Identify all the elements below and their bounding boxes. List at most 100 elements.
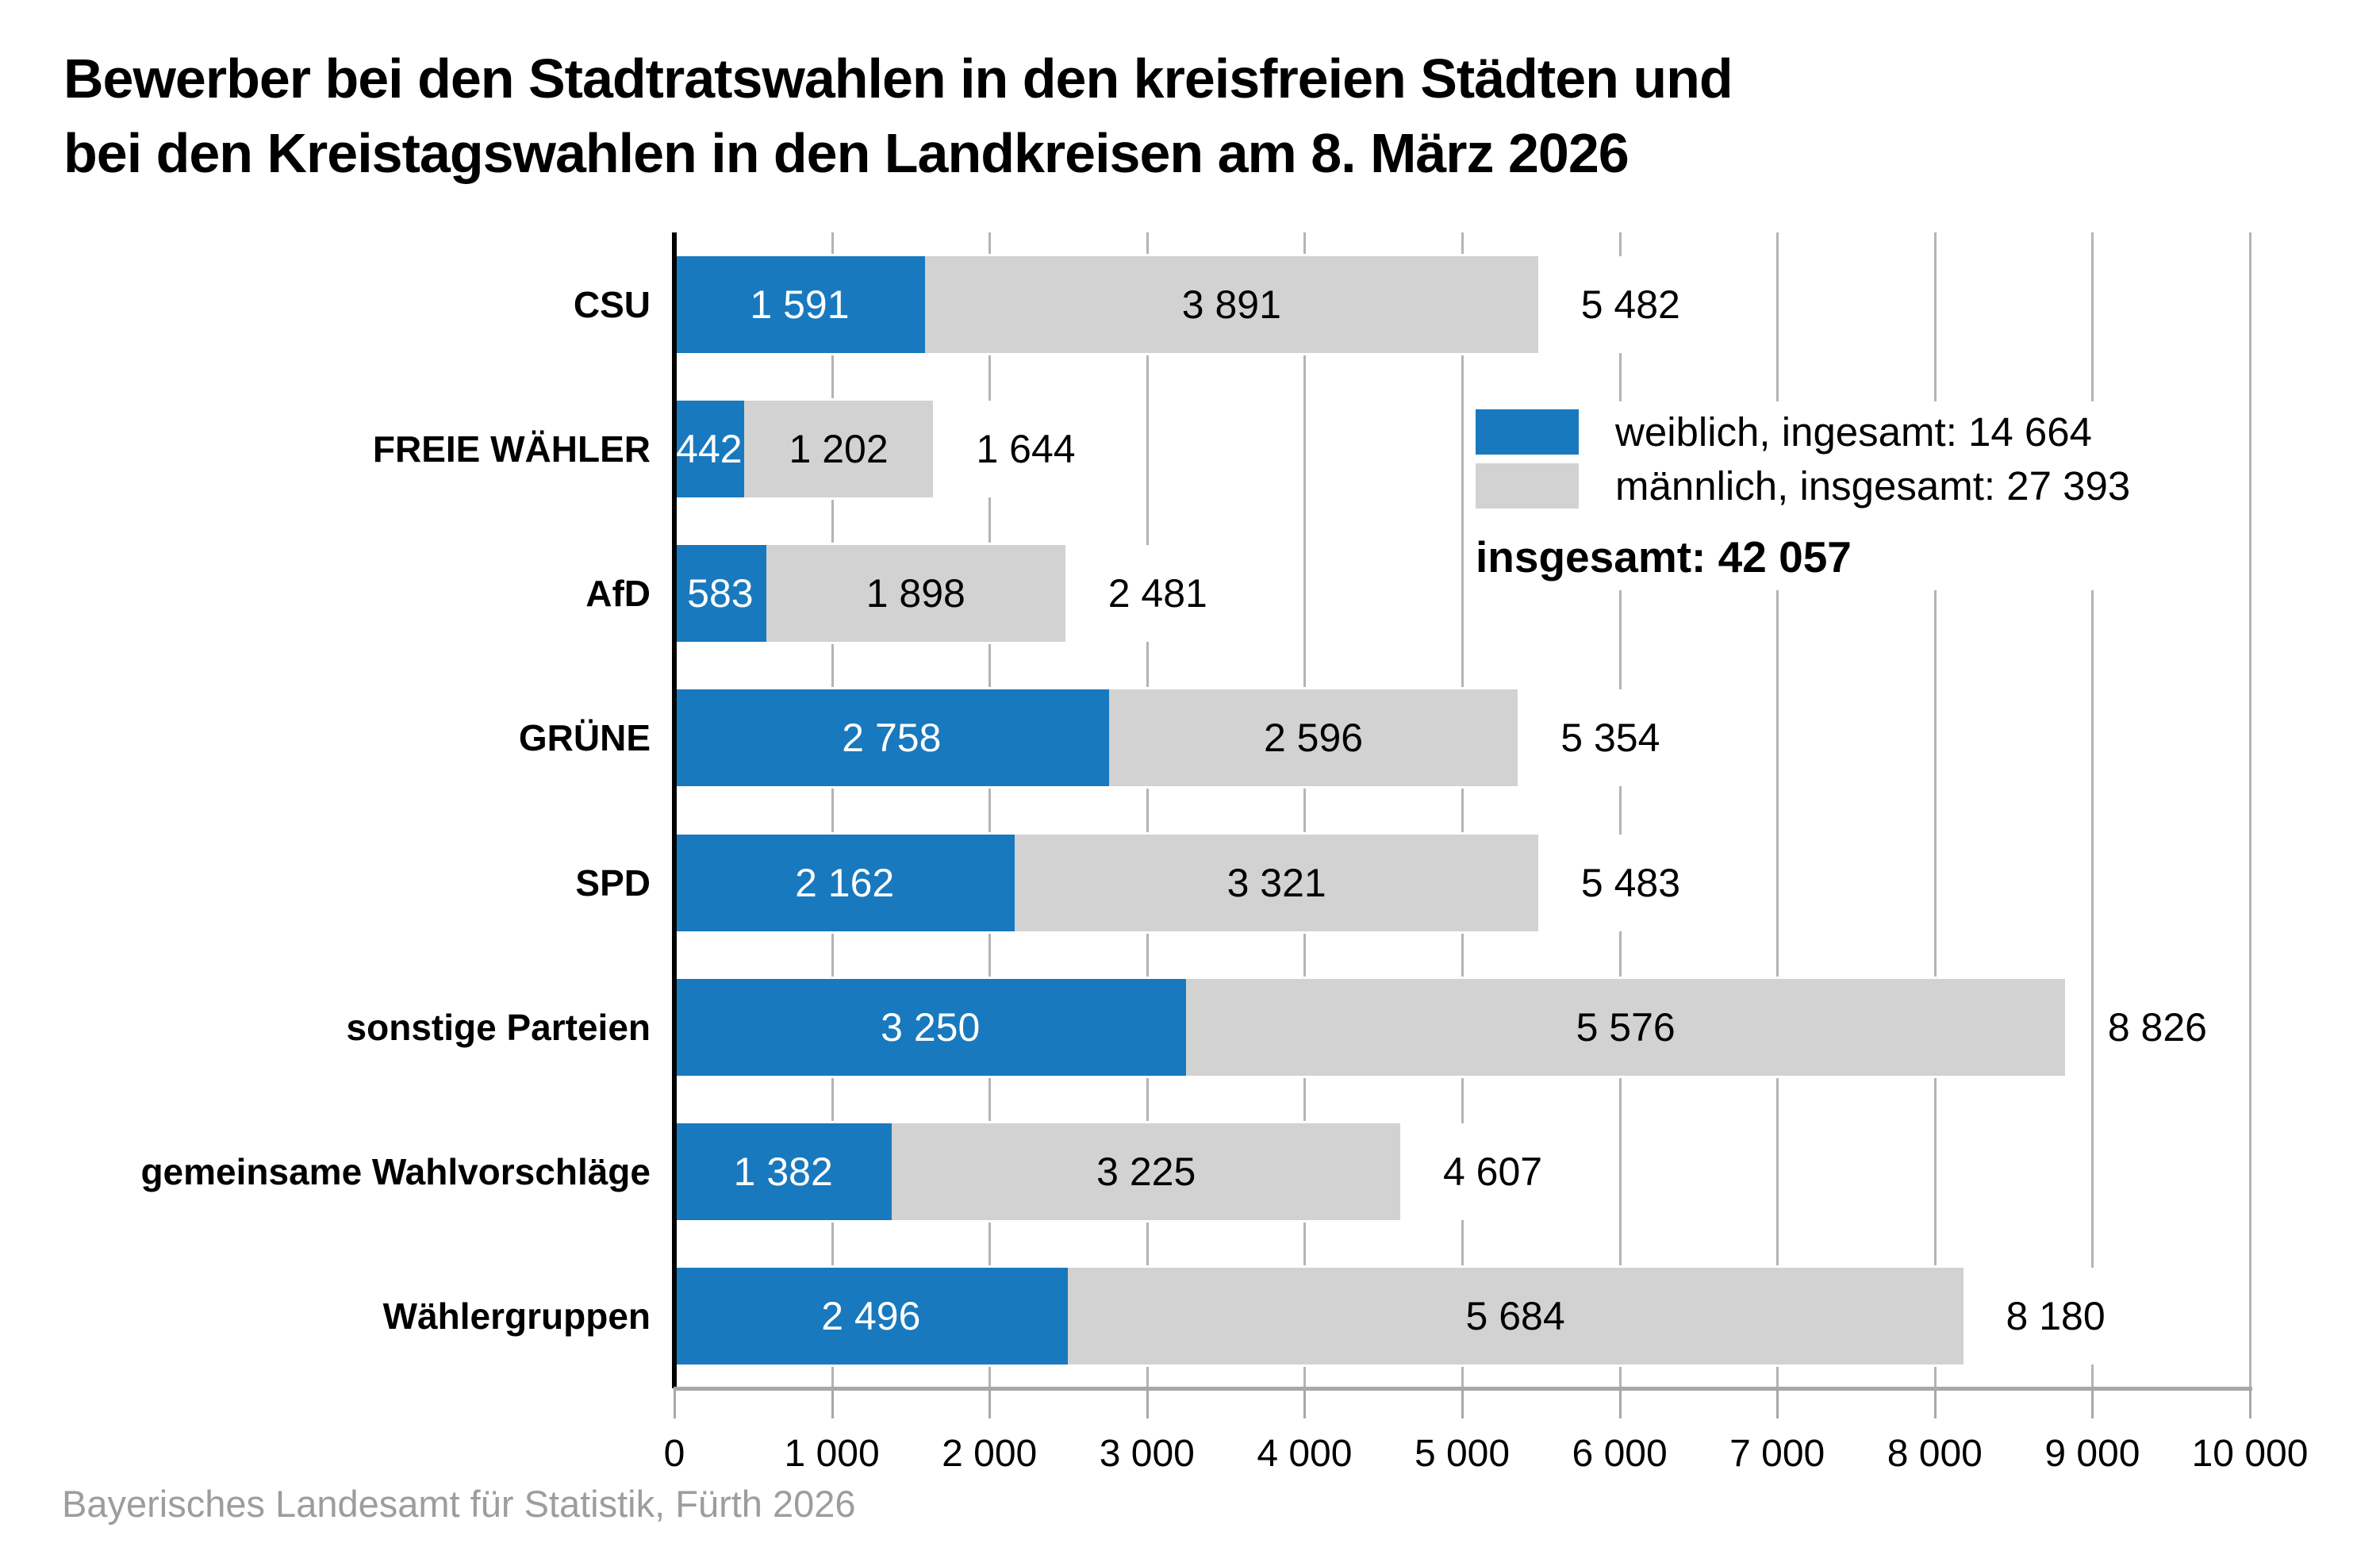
bar-value-label: 2 758 [842,716,942,761]
bar-segment-maennlich: 3 225 [892,1123,1400,1220]
footer-credit: Bayerisches Landesamt für Statistik, Für… [62,1483,856,1525]
legend-row-weiblich: weiblich, ingesamt: 14 664 [1476,406,2130,457]
x-axis-tick-label: 0 [663,1433,685,1475]
bar-segment-weiblich: 442 [674,401,744,498]
bar-value-label: 442 [676,427,743,472]
gridline-10000 [2249,232,2251,1388]
bar-segment-maennlich: 2 596 [1108,689,1518,787]
total-label: 1 644 [963,401,1088,498]
x-axis-tick-label: 6 000 [1572,1433,1668,1475]
bar-segment-weiblich: 2 758 [674,689,1109,787]
bar-value-label: 2 162 [795,860,895,905]
bar-value-label: 3 250 [881,1004,981,1050]
x-axis-tick-label: 1 000 [784,1433,880,1475]
x-axis-tick-8000 [1933,1387,1937,1418]
gridline-7000 [1776,232,1779,1388]
y-axis-line [672,232,677,1388]
bar-value-label: 1 202 [789,427,889,472]
x-axis-tick-10000 [2249,1387,2251,1418]
x-axis-tick-7000 [1776,1387,1779,1418]
bar-row: 583 1 898 [674,545,1065,643]
total-label: 5 483 [1568,834,1694,931]
bar-row: 2 162 3 321 [674,834,1538,931]
bar-segment-weiblich: 3 250 [674,978,1187,1076]
x-axis-tick-label: 7 000 [1729,1433,1825,1475]
category-label: SPD [575,862,651,904]
legend: weiblich, ingesamt: 14 664 männlich, ins… [1474,401,2150,590]
bar-row: 2 758 2 596 [674,689,1518,787]
gridline-1000 [831,232,834,1388]
x-axis-tick-4000 [1303,1387,1307,1418]
gridline-9000 [2091,232,2094,1388]
bar-value-label: 1 898 [866,571,965,616]
bar-segment-maennlich: 5 576 [1186,978,2065,1076]
legend-swatch-maennlich [1476,463,1579,509]
chart-title-line2: bei den Kreistagswahlen in den Landkreis… [63,122,1630,184]
bar-value-label: 1 591 [750,282,850,328]
chart-title: Bewerber bei den Stadtratswahlen in den … [63,41,1733,190]
bar-value-label: 583 [687,571,754,616]
gridline-4000 [1303,232,1307,1388]
x-axis-tick-label: 3 000 [1099,1433,1195,1475]
bar-row: 1 382 3 225 [674,1123,1400,1220]
bar-segment-maennlich: 5 684 [1067,1267,1964,1364]
bar-segment-maennlich: 1 898 [766,545,1065,643]
category-label: Wählergruppen [382,1295,651,1337]
bar-row: 1 591 3 891 [674,256,1538,354]
bar-value-label: 3 225 [1096,1149,1196,1194]
gridline-5000 [1461,232,1464,1388]
total-label: 5 482 [1568,256,1693,354]
bar-value-label: 3 321 [1226,860,1326,905]
gridline-3000 [1146,232,1149,1388]
bar-segment-maennlich: 1 202 [743,401,934,498]
bar-segment-weiblich: 2 496 [674,1267,1068,1364]
bar-segment-weiblich: 2 162 [674,834,1015,931]
category-label: sonstige Parteien [346,1006,651,1048]
category-label: AfD [585,573,651,615]
chart-title-line1: Bewerber bei den Stadtratswahlen in den … [63,48,1733,109]
x-axis-tick-label: 8 000 [1887,1433,1983,1475]
x-axis-tick-0 [674,1387,676,1418]
category-label: GRÜNE [518,717,651,759]
category-label: FREIE WÄHLER [372,428,651,470]
x-axis-tick-9000 [2091,1387,2094,1418]
legend-swatch-weiblich [1476,409,1579,455]
x-axis-tick-1000 [831,1387,834,1418]
bar-row: 2 496 5 684 [674,1267,1964,1364]
x-axis-tick-label: 4 000 [1257,1433,1353,1475]
bar-segment-maennlich: 3 321 [1015,834,1538,931]
chart-area: CSU 1 591 3 891 5 482 FREIE WÄHLER 442 1 202 1 … [140,232,2308,1475]
bar-value-label: 3 891 [1181,282,1281,328]
gridline-8000 [1933,232,1937,1388]
x-axis-tick-2000 [988,1387,992,1418]
legend-label-maennlich: männlich, insgesamt: 27 393 [1615,463,2131,509]
category-label: CSU [573,284,651,325]
total-label: 4 607 [1430,1123,1556,1220]
legend-label-weiblich: weiblich, ingesamt: 14 664 [1615,409,2093,455]
bar-value-label: 2 496 [821,1293,921,1338]
bar-value-label: 1 382 [733,1149,833,1194]
bar-value-label: 5 684 [1465,1293,1565,1338]
legend-total: insgesamt: 42 057 [1476,532,1852,581]
x-axis-tick-6000 [1618,1387,1622,1418]
legend-row-maennlich: männlich, insgesamt: 27 393 [1476,460,2130,511]
x-axis-tick-label: 5 000 [1414,1433,1511,1475]
x-axis-tick-label: 10 000 [2191,1433,2309,1475]
category-label: gemeinsame Wahlvorschläge [140,1150,651,1192]
gridline-2000 [988,232,992,1388]
bar-value-label: 2 596 [1263,716,1364,761]
bar-segment-weiblich: 1 591 [674,256,925,354]
bar-segment-weiblich: 1 382 [674,1123,892,1220]
total-label: 8 180 [1993,1267,2118,1364]
x-axis-tick-label: 2 000 [942,1433,1038,1475]
total-label: 5 354 [1548,689,1673,787]
total-label: 8 826 [2094,978,2220,1076]
x-axis-tick-3000 [1146,1387,1149,1418]
x-axis-tick-5000 [1461,1387,1464,1418]
bar-segment-weiblich: 583 [674,545,766,643]
bar-row: 442 1 202 [674,401,934,498]
bar-row: 3 250 5 576 [674,978,2065,1076]
bar-value-label: 5 576 [1576,1004,1676,1050]
gridline-6000 [1618,232,1622,1388]
